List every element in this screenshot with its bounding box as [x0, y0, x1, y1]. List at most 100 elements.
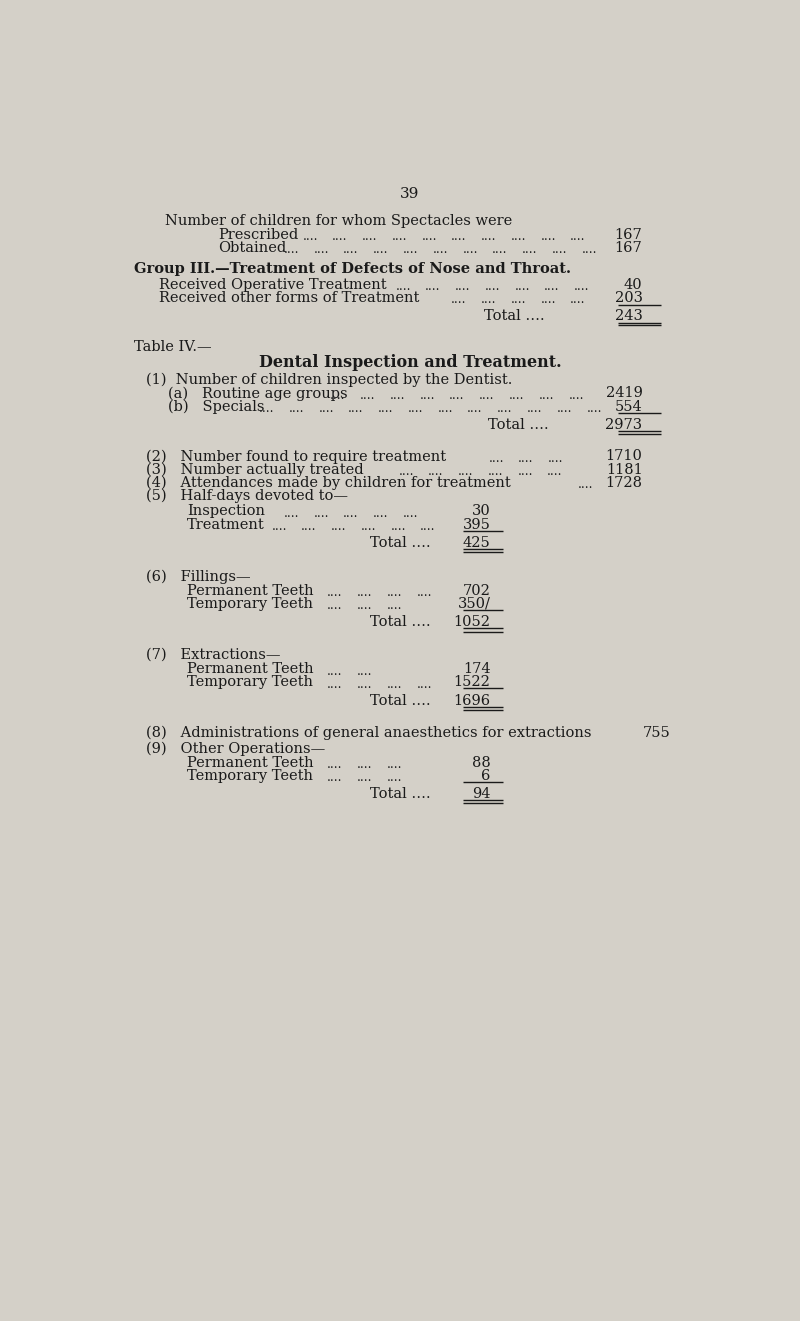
Text: ....: .... [467, 402, 483, 415]
Text: ....: .... [420, 388, 435, 402]
Text: 39: 39 [400, 188, 420, 201]
Text: ....: .... [547, 465, 563, 478]
Text: Permanent Teeth: Permanent Teeth [187, 584, 314, 597]
Text: ....: .... [433, 243, 448, 256]
Text: ....: .... [451, 293, 466, 306]
Text: Total ….: Total …. [487, 417, 548, 432]
Text: 1710: 1710 [606, 449, 642, 464]
Text: (b)   Specials: (b) Specials [168, 399, 265, 413]
Text: ....: .... [314, 243, 329, 256]
Text: ....: .... [582, 243, 597, 256]
Text: ....: .... [271, 520, 287, 534]
Text: ....: .... [378, 402, 394, 415]
Text: ....: .... [586, 402, 602, 415]
Text: ....: .... [574, 280, 590, 293]
Text: ....: .... [458, 465, 474, 478]
Text: 1728: 1728 [606, 476, 642, 490]
Text: Received other forms of Treatment: Received other forms of Treatment [159, 291, 419, 305]
Text: Total ….: Total …. [485, 309, 545, 324]
Text: Permanent Teeth: Permanent Teeth [187, 756, 314, 770]
Text: ....: .... [408, 402, 423, 415]
Text: ....: .... [552, 243, 567, 256]
Text: 6: 6 [482, 769, 490, 783]
Text: ....: .... [390, 520, 406, 534]
Text: Temporary Teeth: Temporary Teeth [187, 597, 313, 610]
Text: (2)   Number found to require treatment: (2) Number found to require treatment [146, 449, 446, 464]
Text: Total ….: Total …. [370, 694, 430, 708]
Text: Group III.—Treatment of Defects of Nose and Throat.: Group III.—Treatment of Defects of Nose … [134, 263, 571, 276]
Text: ....: .... [570, 230, 586, 243]
Text: ....: .... [284, 507, 299, 520]
Text: ....: .... [451, 230, 466, 243]
Text: ....: .... [327, 587, 342, 600]
Text: ....: .... [417, 587, 432, 600]
Text: ....: .... [386, 678, 402, 691]
Text: 1522: 1522 [454, 675, 490, 690]
Text: ....: .... [331, 520, 346, 534]
Text: ....: .... [327, 600, 342, 613]
Text: Inspection: Inspection [187, 505, 265, 518]
Text: 174: 174 [463, 662, 490, 676]
Text: ....: .... [481, 293, 497, 306]
Text: (8)   Administrations of general anaesthetics for extractions: (8) Administrations of general anaesthet… [146, 727, 592, 741]
Text: 554: 554 [614, 399, 642, 413]
Text: ....: .... [327, 664, 342, 678]
Text: 755: 755 [642, 727, 670, 740]
Text: ....: .... [373, 507, 389, 520]
Text: 243: 243 [614, 309, 642, 324]
Text: ....: .... [548, 452, 563, 465]
Text: ....: .... [392, 230, 407, 243]
Text: ....: .... [492, 243, 508, 256]
Text: ....: .... [395, 280, 411, 293]
Text: 1181: 1181 [606, 462, 642, 477]
Text: (3)   Number actually treated: (3) Number actually treated [146, 462, 364, 477]
Text: ....: .... [422, 230, 437, 243]
Text: Total ….: Total …. [370, 536, 430, 550]
Text: (1)  Number of children inspected by the Dentist.: (1) Number of children inspected by the … [146, 373, 513, 387]
Text: ....: .... [420, 520, 436, 534]
Text: ....: .... [509, 388, 524, 402]
Text: ....: .... [259, 402, 274, 415]
Text: ....: .... [361, 520, 376, 534]
Text: ....: .... [330, 388, 346, 402]
Text: ....: .... [428, 465, 444, 478]
Text: 167: 167 [614, 240, 642, 255]
Text: ....: .... [373, 243, 389, 256]
Text: 702: 702 [462, 584, 490, 597]
Text: 167: 167 [614, 227, 642, 242]
Text: ....: .... [497, 402, 513, 415]
Text: Number of children for whom Spectacles were: Number of children for whom Spectacles w… [165, 214, 512, 229]
Text: ....: .... [398, 465, 414, 478]
Text: ....: .... [327, 771, 342, 785]
Text: 2419: 2419 [606, 386, 642, 400]
Text: ....: .... [390, 388, 406, 402]
Text: ....: .... [360, 388, 375, 402]
Text: ....: .... [327, 758, 342, 771]
Text: ....: .... [318, 402, 334, 415]
Text: ....: .... [450, 388, 465, 402]
Text: Total ….: Total …. [370, 616, 430, 629]
Text: ....: .... [302, 230, 318, 243]
Text: Prescribed: Prescribed [218, 227, 298, 242]
Text: (5)   Half-days devoted to—: (5) Half-days devoted to— [146, 489, 349, 503]
Text: ....: .... [578, 478, 594, 491]
Text: Obtained: Obtained [218, 240, 286, 255]
Text: ....: .... [301, 520, 317, 534]
Text: 1696: 1696 [454, 694, 490, 708]
Text: 425: 425 [463, 536, 490, 550]
Text: ....: .... [357, 664, 373, 678]
Text: ....: .... [386, 587, 402, 600]
Text: ....: .... [357, 587, 373, 600]
Text: ....: .... [314, 507, 329, 520]
Text: ....: .... [348, 402, 364, 415]
Text: 40: 40 [624, 277, 642, 292]
Text: Permanent Teeth: Permanent Teeth [187, 662, 314, 676]
Text: ....: .... [357, 678, 373, 691]
Text: ....: .... [362, 230, 378, 243]
Text: 1052: 1052 [454, 616, 490, 629]
Text: ....: .... [557, 402, 572, 415]
Text: ....: .... [403, 507, 418, 520]
Text: 30: 30 [472, 505, 490, 518]
Text: ....: .... [357, 771, 373, 785]
Text: 350/: 350/ [458, 597, 490, 610]
